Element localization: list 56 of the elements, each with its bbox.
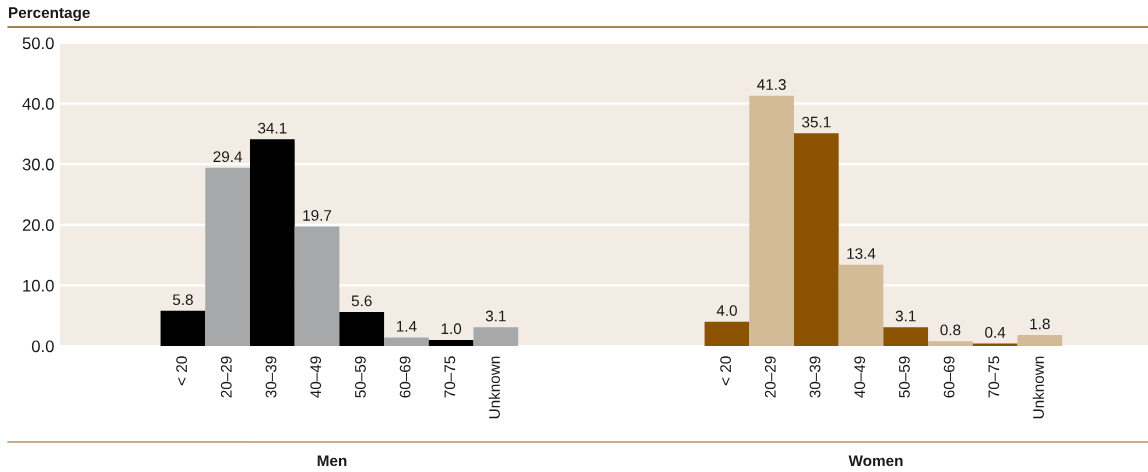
data-label: 1.8 [1030,318,1050,330]
x-tick-label: Unknown [488,356,500,419]
bar [160,310,206,346]
data-label: 1.0 [441,323,462,335]
bar [704,321,750,346]
data-label: 5.8 [172,294,193,306]
bar [294,226,340,346]
bar [749,95,794,346]
data-label: 35.1 [802,116,831,128]
x-tick-label: 40–49 [310,356,322,398]
x-tick-label: 50–59 [899,356,910,398]
x-tick-label: 60–69 [943,356,955,398]
y-tick-label: 10.0 [23,279,54,292]
x-tick-label: 20–29 [764,356,776,398]
bar [1017,335,1063,346]
data-label: 3.1 [485,310,506,322]
x-tick-label: Unknown [1032,356,1044,419]
x-tick-label: 30–39 [265,356,277,398]
bar [473,327,519,346]
data-label: 19.7 [303,210,332,221]
bar [428,339,474,346]
x-axis-title: Men [317,455,347,467]
bar [339,312,385,346]
bar [205,167,250,346]
x-tick-label: < 20 [720,356,732,386]
y-axis-title: Percentage [9,7,90,22]
data-label: 4.0 [716,305,737,316]
bar [384,337,429,346]
bar [928,341,973,346]
x-tick-label: < 20 [176,356,188,386]
data-label: 3.1 [895,310,916,322]
bar [883,327,929,346]
y-tick-label: 40.0 [22,98,54,110]
y-tick-label: 20.0 [22,219,54,231]
data-label: 29.4 [213,151,243,163]
data-label: 1.4 [396,321,417,332]
x-axis-title: Women [848,455,903,467]
x-tick-label: 40–49 [854,356,866,398]
x-tick-label: 60–69 [399,356,411,398]
data-label: 0.4 [985,326,1006,338]
data-label: 5.6 [351,295,372,307]
y-tick-label: 0.0 [31,340,54,353]
data-label: 34.1 [258,122,287,134]
x-tick-label: 70–75 [988,356,1000,398]
x-tick-label: 20–29 [220,356,232,398]
data-label: 13.4 [847,248,876,259]
bar [838,264,884,346]
x-tick-label: 50–59 [355,356,366,398]
bar [249,139,295,346]
bar [793,133,839,346]
data-label: 0.8 [940,324,961,336]
x-tick-label: 30–39 [809,356,821,398]
data-label: 41.3 [757,79,786,90]
x-tick-label: 70–75 [444,356,456,398]
y-tick-label: 50.0 [22,37,54,50]
y-tick-label: 30.0 [22,158,54,171]
